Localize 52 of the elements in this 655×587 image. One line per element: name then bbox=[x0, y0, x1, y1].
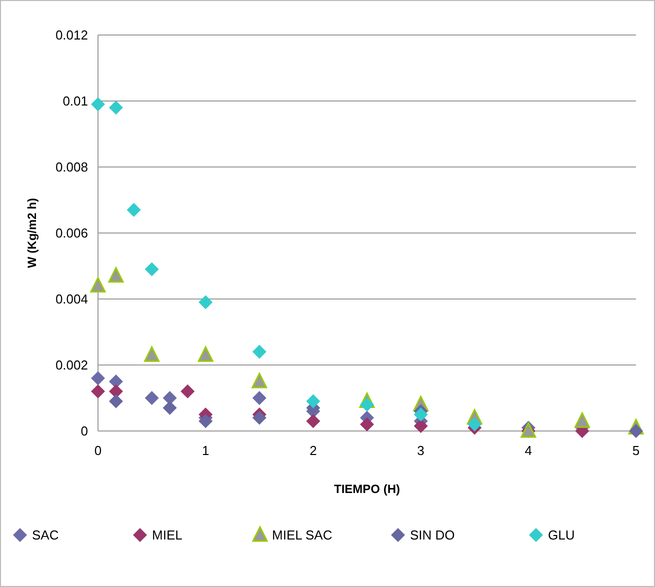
point bbox=[629, 424, 643, 438]
point bbox=[252, 372, 268, 388]
y-tick-label: 0.002 bbox=[55, 358, 88, 373]
legend-label: SAC bbox=[32, 528, 59, 543]
point bbox=[108, 384, 123, 398]
point bbox=[108, 394, 123, 408]
point bbox=[91, 371, 105, 386]
point bbox=[108, 374, 123, 388]
x-axis-title: TIEMPO (H) bbox=[334, 482, 400, 496]
point bbox=[91, 384, 105, 398]
y-tick-label: 0.012 bbox=[55, 28, 88, 43]
y-axis-title: W (Kg/m2 h) bbox=[25, 198, 39, 268]
point bbox=[252, 344, 266, 359]
point bbox=[91, 97, 105, 112]
legend-label: MIEL SAC bbox=[272, 528, 332, 543]
y-tick-label: 0 bbox=[80, 424, 88, 439]
point bbox=[414, 408, 428, 422]
point bbox=[252, 410, 266, 425]
legend-label: GLU bbox=[548, 528, 575, 543]
point bbox=[574, 412, 590, 428]
point bbox=[198, 414, 213, 428]
point bbox=[360, 417, 374, 432]
y-tick-label: 0.006 bbox=[55, 226, 88, 241]
point bbox=[468, 417, 482, 432]
y-tick-label: 0.008 bbox=[55, 160, 88, 175]
point bbox=[360, 398, 374, 412]
point bbox=[144, 346, 160, 362]
point bbox=[180, 384, 195, 398]
x-tick-label: 4 bbox=[524, 443, 532, 458]
x-tick-label: 5 bbox=[632, 443, 640, 458]
legend-label: SIN DO bbox=[410, 528, 455, 543]
point bbox=[162, 391, 177, 405]
point bbox=[414, 419, 428, 434]
point bbox=[306, 394, 320, 408]
point bbox=[108, 267, 124, 283]
point bbox=[252, 391, 266, 405]
point bbox=[162, 400, 177, 415]
x-tick-label: 0 bbox=[94, 443, 102, 458]
point bbox=[306, 414, 320, 428]
x-tick-label: 1 bbox=[202, 443, 210, 458]
x-tick-label: 2 bbox=[310, 443, 317, 458]
y-tick-label: 0.01 bbox=[62, 94, 88, 109]
point bbox=[144, 262, 159, 276]
legend-label: MIEL bbox=[152, 528, 182, 543]
x-tick-label: 3 bbox=[417, 443, 424, 458]
point bbox=[198, 346, 214, 362]
point bbox=[144, 391, 159, 405]
point bbox=[90, 277, 106, 293]
y-tick-label: 0.004 bbox=[55, 292, 88, 307]
point bbox=[108, 100, 123, 115]
point bbox=[126, 202, 141, 217]
point bbox=[198, 295, 213, 310]
